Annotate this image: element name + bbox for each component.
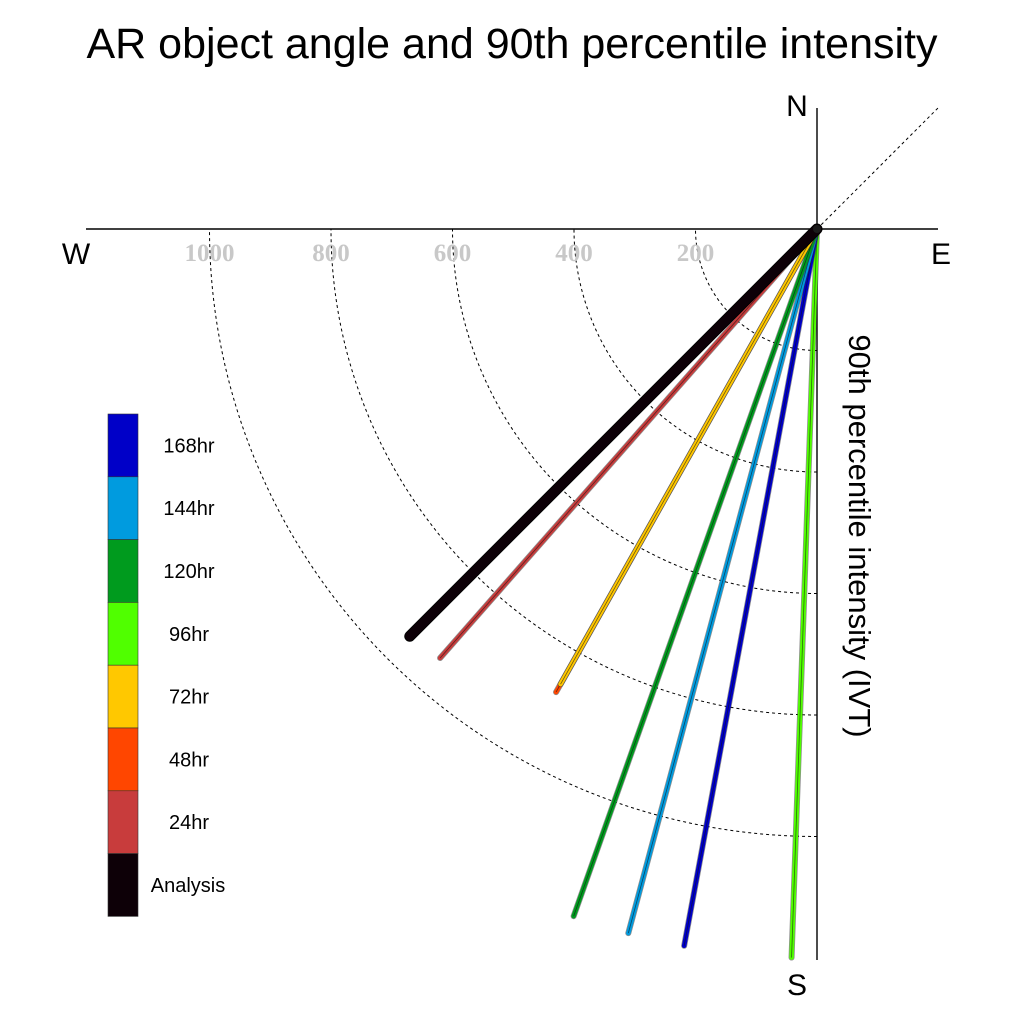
tick-label-800: 800 xyxy=(312,240,350,267)
legend-label-48hr: 48hr xyxy=(169,749,209,771)
tick-label-400: 400 xyxy=(555,240,593,267)
radial-axis-label: 90th percentile intensity (IVT) xyxy=(842,334,877,737)
reference-line-45 xyxy=(816,105,941,230)
legend: 168hr 144hr 120hr 96hr 72hr 48hr 24hr Analysis xyxy=(107,413,225,917)
legend-swatch-96hr xyxy=(107,602,139,666)
compass-south: S xyxy=(787,969,807,1002)
origin-marker xyxy=(813,225,821,233)
series-line-analysis xyxy=(405,224,822,641)
ring-1000 xyxy=(209,228,818,837)
legend-label-24hr: 24hr xyxy=(169,812,209,834)
ring-200 xyxy=(695,228,818,351)
legend-label-144hr: 144hr xyxy=(163,498,214,520)
series-core-24hr xyxy=(439,228,818,659)
tick-label-1000: 1000 xyxy=(185,240,235,267)
tick-label-200: 200 xyxy=(677,240,715,267)
legend-label-120hr: 120hr xyxy=(163,561,214,583)
series-lines xyxy=(404,223,823,961)
compass-north: N xyxy=(786,90,808,123)
legend-label-analysis: Analysis xyxy=(151,875,225,897)
compass-west: W xyxy=(62,238,91,271)
ring-800 xyxy=(330,228,818,716)
series-core-120hr xyxy=(573,228,818,917)
radial-gridlines xyxy=(209,228,818,837)
legend-label-72hr: 72hr xyxy=(169,687,209,709)
series-core-96hr xyxy=(791,228,818,958)
legend-label-96hr: 96hr xyxy=(169,624,209,646)
legend-swatch-48hr xyxy=(107,727,139,792)
series-core-168hr xyxy=(683,228,818,946)
legend-swatch-analysis xyxy=(107,853,139,917)
series-core-72hr xyxy=(560,228,818,685)
legend-swatch-168hr xyxy=(107,413,139,478)
legend-label-168hr: 168hr xyxy=(163,435,214,457)
legend-swatch-144hr xyxy=(107,476,139,540)
series-core-144hr xyxy=(627,228,818,934)
legend-swatch-72hr xyxy=(107,664,139,729)
ring-600 xyxy=(452,228,818,594)
chart-title: AR object angle and 90th percentile inte… xyxy=(87,20,938,68)
ring-400 xyxy=(573,228,818,473)
compass-east: E xyxy=(931,238,951,271)
tick-label-600: 600 xyxy=(434,240,472,267)
legend-swatch-24hr xyxy=(107,790,139,854)
radial-tick-labels: 200 400 600 800 1000 xyxy=(185,240,715,267)
legend-swatch-120hr xyxy=(107,539,139,603)
